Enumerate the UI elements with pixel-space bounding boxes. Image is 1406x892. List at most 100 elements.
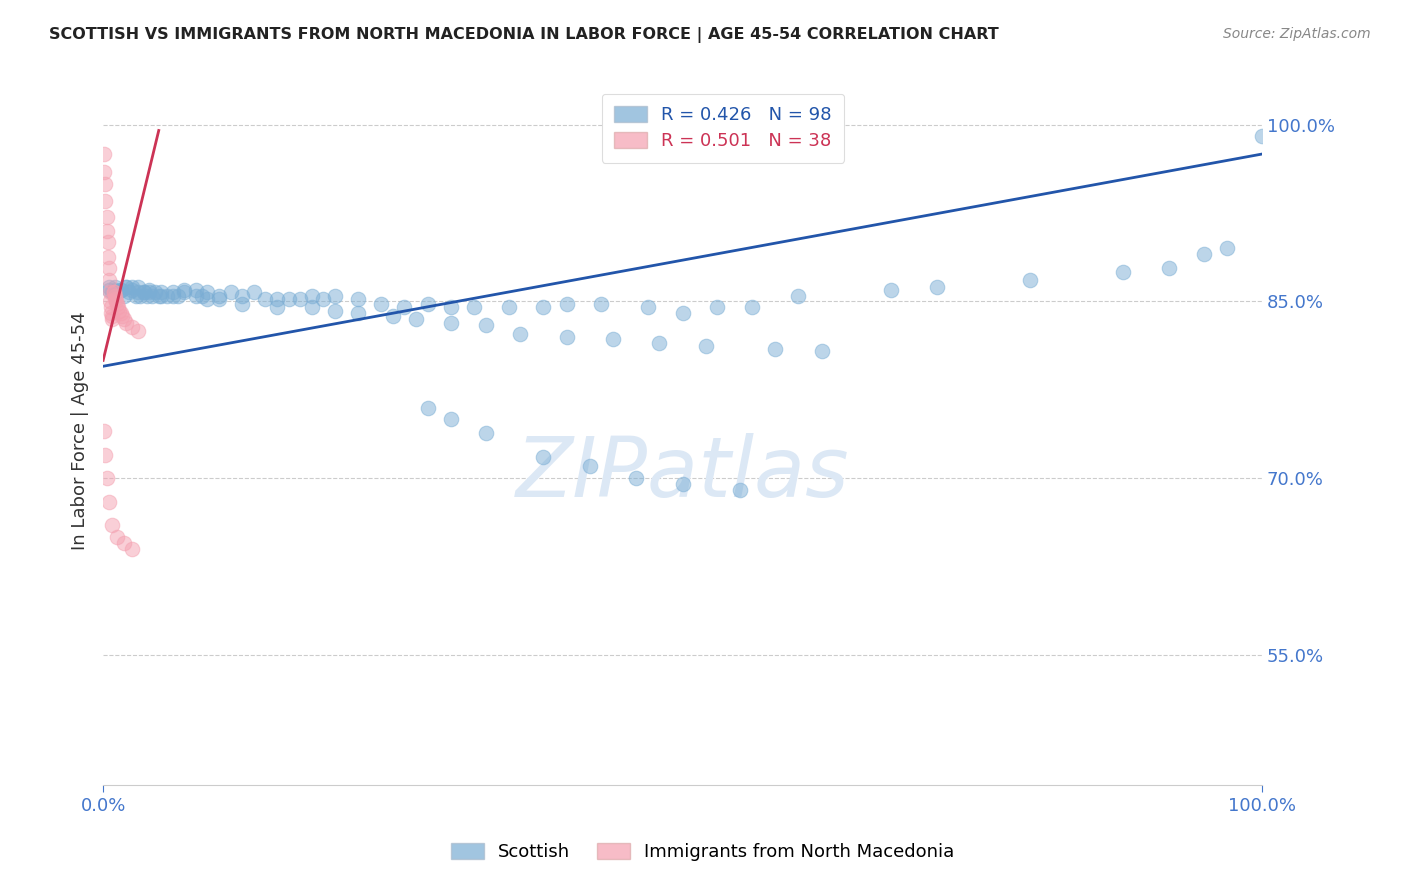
- Point: [104, 280, 127, 294]
- Point: [190, 288, 212, 302]
- Point: [208, 292, 231, 306]
- Legend: Scottish, Immigrants from North Macedonia: Scottish, Immigrants from North Macedoni…: [439, 830, 967, 874]
- Point: [555, 330, 578, 344]
- Point: [347, 306, 370, 320]
- Point: [107, 301, 129, 315]
- Text: Source: ZipAtlas.com: Source: ZipAtlas.com: [1223, 27, 1371, 41]
- Point: [312, 292, 335, 306]
- Point: [101, 285, 124, 299]
- Point: [115, 280, 138, 294]
- Point: [132, 285, 155, 299]
- Point: [555, 297, 578, 311]
- Point: [100, 301, 122, 315]
- Point: [578, 459, 600, 474]
- Point: [105, 285, 128, 299]
- Point: [173, 283, 195, 297]
- Point: [370, 297, 392, 311]
- Point: [381, 309, 404, 323]
- Point: [136, 288, 159, 302]
- Point: [162, 288, 184, 302]
- Point: [96, 224, 118, 238]
- Point: [1159, 261, 1181, 276]
- Point: [104, 283, 127, 297]
- Point: [474, 426, 496, 441]
- Point: [94, 177, 117, 191]
- Point: [97, 280, 120, 294]
- Point: [1251, 129, 1274, 144]
- Text: SCOTTISH VS IMMIGRANTS FROM NORTH MACEDONIA IN LABOR FORCE | AGE 45-54 CORRELATI: SCOTTISH VS IMMIGRANTS FROM NORTH MACEDO…: [49, 27, 998, 43]
- Point: [440, 412, 463, 426]
- Point: [110, 283, 132, 297]
- Point: [93, 424, 115, 438]
- Point: [97, 283, 120, 297]
- Point: [323, 303, 346, 318]
- Point: [97, 261, 120, 276]
- Point: [105, 297, 128, 311]
- Point: [184, 283, 207, 297]
- Point: [105, 530, 128, 544]
- Point: [266, 292, 288, 306]
- Point: [141, 288, 163, 302]
- Point: [880, 283, 903, 297]
- Point: [98, 294, 121, 309]
- Point: [231, 297, 253, 311]
- Point: [97, 235, 120, 250]
- Point: [150, 285, 173, 299]
- Point: [787, 288, 810, 302]
- Point: [394, 301, 416, 315]
- Point: [121, 320, 143, 334]
- Point: [110, 306, 132, 320]
- Point: [197, 292, 219, 306]
- Point: [101, 312, 124, 326]
- Point: [112, 312, 135, 326]
- Point: [121, 541, 143, 556]
- Point: [671, 306, 693, 320]
- Point: [121, 283, 143, 297]
- Point: [129, 288, 152, 302]
- Point: [97, 273, 120, 287]
- Point: [156, 288, 179, 302]
- Point: [463, 301, 485, 315]
- Point: [94, 194, 117, 209]
- Point: [741, 301, 763, 315]
- Point: [124, 288, 146, 302]
- Point: [162, 285, 184, 299]
- Text: ZIPatlas: ZIPatlas: [516, 433, 849, 514]
- Point: [266, 301, 288, 315]
- Point: [242, 285, 264, 299]
- Point: [173, 285, 195, 299]
- Point: [591, 297, 613, 311]
- Point: [96, 210, 118, 224]
- Point: [254, 292, 277, 306]
- Point: [117, 285, 139, 299]
- Point: [148, 288, 170, 302]
- Point: [96, 471, 118, 485]
- Point: [347, 292, 370, 306]
- Point: [138, 285, 160, 299]
- Point: [416, 297, 439, 311]
- Point: [112, 536, 135, 550]
- Point: [111, 309, 134, 323]
- Point: [1192, 247, 1215, 261]
- Point: [474, 318, 496, 332]
- Point: [197, 285, 219, 299]
- Point: [101, 518, 124, 533]
- Point: [104, 292, 127, 306]
- Point: [94, 448, 117, 462]
- Point: [97, 250, 120, 264]
- Point: [637, 301, 659, 315]
- Point: [132, 285, 155, 299]
- Point: [706, 301, 728, 315]
- Point: [763, 342, 786, 356]
- Point: [208, 288, 231, 302]
- Point: [97, 495, 120, 509]
- Point: [104, 288, 127, 302]
- Point: [416, 401, 439, 415]
- Point: [110, 283, 132, 297]
- Point: [301, 288, 323, 302]
- Point: [695, 339, 717, 353]
- Point: [301, 301, 323, 315]
- Point: [1216, 241, 1239, 255]
- Point: [624, 471, 647, 485]
- Point: [1112, 265, 1135, 279]
